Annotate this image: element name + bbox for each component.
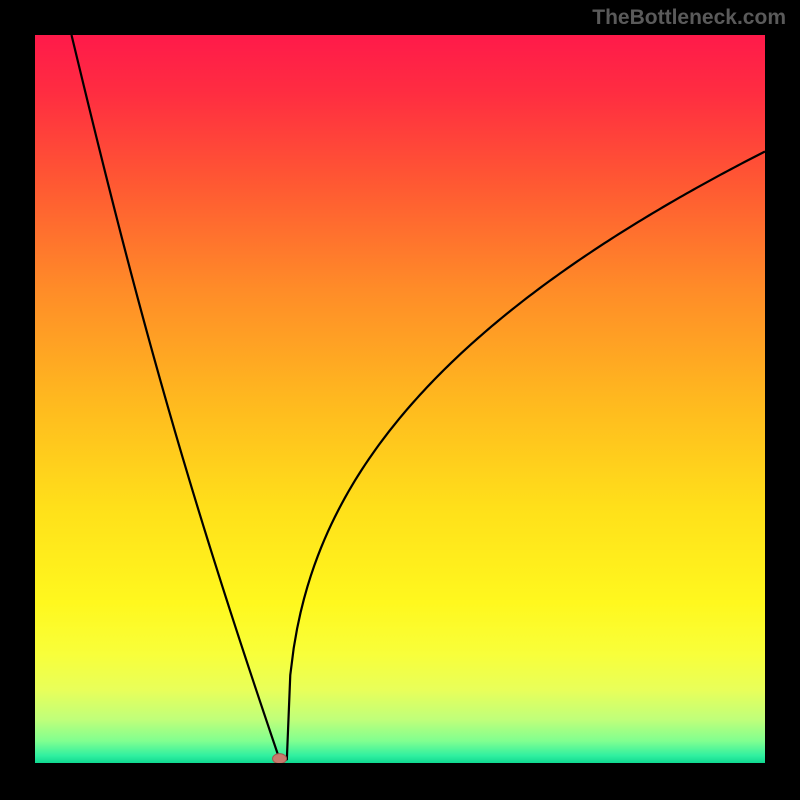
optimum-marker: [273, 754, 287, 763]
chart-curve-layer: [35, 35, 765, 763]
watermark-text: TheBottleneck.com: [592, 6, 786, 30]
bottleneck-curve: [72, 35, 766, 762]
chart-plot-area: [35, 35, 765, 763]
